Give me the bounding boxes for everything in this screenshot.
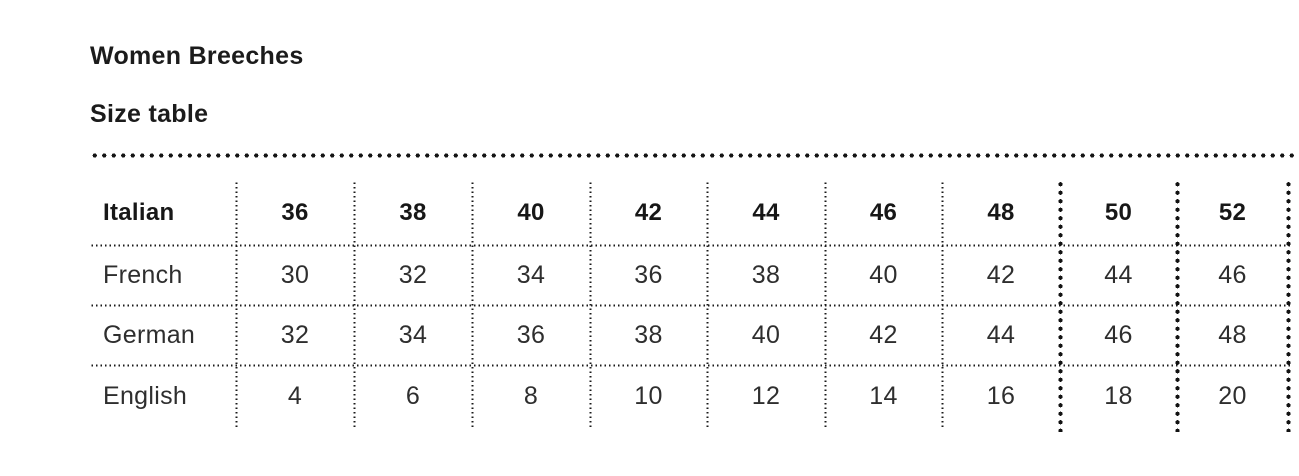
- header-size-cell: 38: [399, 198, 427, 226]
- column-divider-bold: [1285, 180, 1291, 432]
- size-cell: 42: [986, 260, 1016, 289]
- row-divider: [90, 304, 1290, 307]
- size-cell: 44: [986, 320, 1016, 349]
- column-divider: [940, 181, 944, 429]
- page-title: Women Breeches: [90, 42, 304, 70]
- size-cell: 36: [634, 260, 663, 289]
- size-cell: 34: [516, 260, 546, 289]
- column-divider: [823, 181, 827, 429]
- column-divider-bold: [1174, 180, 1180, 432]
- column-divider: [470, 181, 474, 429]
- size-cell: 40: [751, 320, 781, 349]
- column-divider: [234, 181, 238, 429]
- column-divider: [352, 181, 356, 429]
- size-cell: 16: [986, 382, 1016, 410]
- size-cell: 32: [280, 320, 310, 349]
- size-cell: 30: [280, 260, 310, 289]
- section-title: Size table: [90, 100, 209, 128]
- size-cell: 18: [1104, 382, 1133, 410]
- size-cell: 6: [405, 382, 421, 410]
- size-cell: 14: [869, 382, 898, 410]
- header-size-cell: 44: [752, 198, 780, 226]
- header-size-cell: 50: [1104, 198, 1133, 226]
- size-cell: 32: [398, 260, 428, 289]
- size-cell: 44: [1104, 260, 1133, 289]
- header-size-cell: 42: [634, 198, 663, 226]
- header-size-cell: 36: [281, 198, 309, 226]
- row-label-french: French: [103, 260, 183, 289]
- header-size-cell: 46: [869, 198, 898, 226]
- header-size-cell: 52: [1218, 198, 1247, 226]
- size-cell: 46: [1104, 320, 1133, 349]
- size-cell: 8: [523, 382, 539, 410]
- size-cell: 38: [751, 260, 781, 289]
- row-label-english: English: [103, 382, 188, 410]
- size-cell: 36: [516, 320, 546, 349]
- size-cell: 42: [869, 320, 898, 349]
- thick-dotted-divider: [90, 153, 1297, 158]
- header-size-cell: 40: [517, 198, 545, 226]
- size-cell: 10: [634, 382, 663, 410]
- size-cell: 12: [751, 382, 781, 410]
- row-label-german: German: [103, 320, 196, 349]
- row-divider: [90, 244, 1290, 247]
- column-divider: [705, 181, 709, 429]
- header-size-cell: 48: [987, 198, 1015, 226]
- size-cell: 48: [1218, 320, 1247, 349]
- row-divider: [90, 364, 1290, 367]
- size-cell: 20: [1218, 382, 1247, 410]
- size-cell: 34: [398, 320, 428, 349]
- size-cell: 38: [634, 320, 663, 349]
- column-divider: [588, 181, 592, 429]
- column-divider-bold: [1057, 180, 1063, 432]
- size-conversion-table: Italian 36 38 40 42 44 46 48 50 52 Frenc…: [90, 180, 1288, 428]
- size-cell: 40: [869, 260, 898, 289]
- size-cell: 46: [1218, 260, 1247, 289]
- size-cell: 4: [287, 382, 303, 410]
- header-label-italian: Italian: [103, 198, 175, 226]
